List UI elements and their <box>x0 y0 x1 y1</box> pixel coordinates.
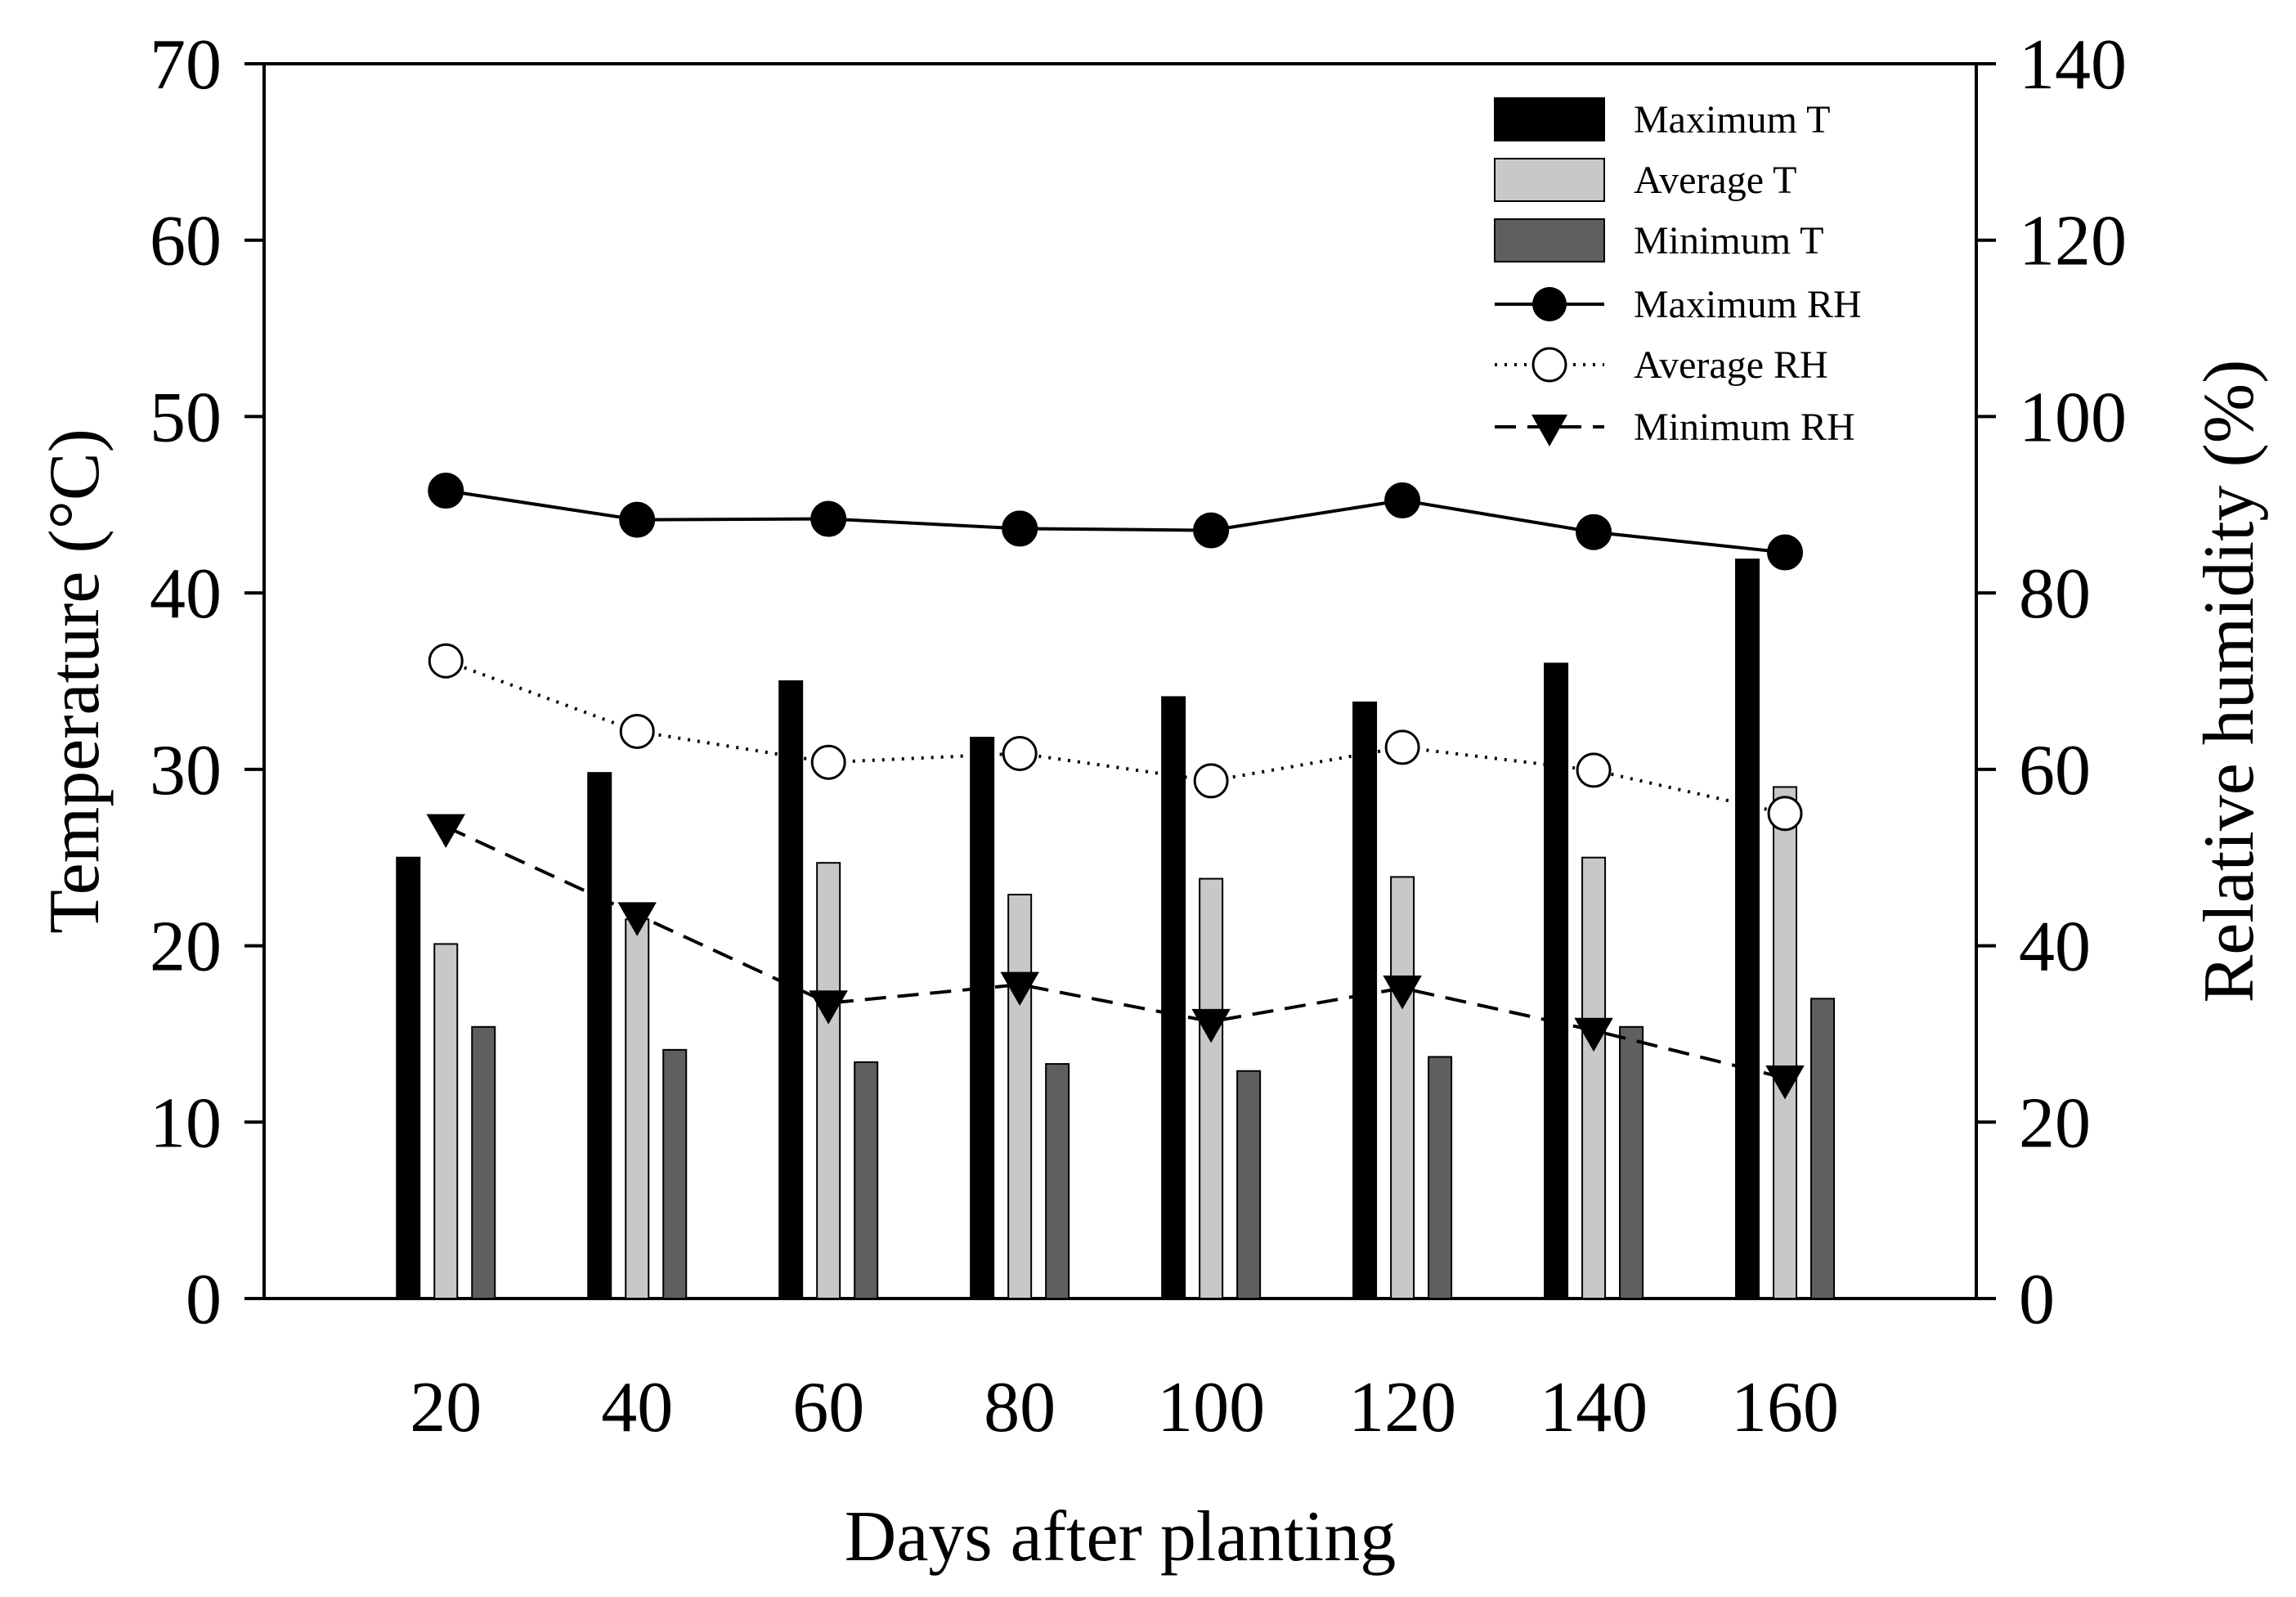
marker-minimum-rh-40 <box>617 902 657 936</box>
left-tick-label-60: 60 <box>150 202 222 281</box>
right-y-axis-ticks: 0 20 40 60 80 100 120 140 <box>1976 25 2127 1339</box>
bar-average-t-60 <box>816 862 841 1299</box>
marker-average-rh-140 <box>1576 752 1612 788</box>
marker-maximum-rh-160 <box>1767 534 1804 571</box>
legend: Maximum T Average T Minimum T Maximum RH Ave… <box>1494 97 1862 449</box>
marker-minimum-rh-60 <box>809 990 848 1025</box>
left-tick-label-10: 10 <box>150 1083 222 1163</box>
x-tick-label-60: 60 <box>792 1368 864 1447</box>
left-tick-label-30: 30 <box>150 731 222 810</box>
x-tick-label-80: 80 <box>984 1368 1056 1447</box>
x-tick-label-40: 40 <box>601 1368 673 1447</box>
right-tick-label-40: 40 <box>2019 908 2091 987</box>
x-axis-title: Days after planting <box>845 1497 1396 1577</box>
marker-average-rh-120 <box>1384 729 1420 765</box>
legend-label-average-t: Average T <box>1634 159 1796 202</box>
humidity-lines <box>445 489 1786 1080</box>
marker-maximum-rh-60 <box>810 500 847 537</box>
legend-label-average-rh: Average RH <box>1634 343 1828 387</box>
right-tick-label-80: 80 <box>2019 554 2091 634</box>
bar-average-t-100 <box>1199 877 1224 1299</box>
bar-average-t-120 <box>1390 876 1415 1299</box>
marker-maximum-rh-80 <box>1002 510 1038 547</box>
bar-average-t-160 <box>1773 786 1798 1299</box>
bar-maximum-t-80 <box>970 737 995 1299</box>
legend-swatch-average-t <box>1494 158 1605 202</box>
legend-swatch-minimum-t <box>1494 218 1605 262</box>
marker-minimum-rh-120 <box>1383 975 1422 1010</box>
marker-maximum-rh-20 <box>428 473 464 509</box>
x-tick-label-120: 120 <box>1348 1368 1456 1447</box>
bar-average-t-80 <box>1007 894 1033 1299</box>
x-axis-ticks: 20 40 60 80 100 120 140 160 <box>410 1279 1839 1447</box>
bar-minimum-t-160 <box>1810 998 1836 1300</box>
humidity-markers <box>426 473 1805 1100</box>
bar-minimum-t-140 <box>1619 1025 1644 1300</box>
marker-average-rh-80 <box>1002 735 1038 771</box>
plot-frame <box>262 62 1978 1300</box>
left-tick-label-50: 50 <box>150 378 222 457</box>
legend-label-maximum-t: Maximum T <box>1634 98 1830 141</box>
temperature-bars <box>396 559 1836 1300</box>
bar-maximum-t-160 <box>1735 559 1760 1299</box>
line-minimum-rh <box>445 825 1786 1080</box>
marker-minimum-rh-140 <box>1574 1017 1613 1052</box>
bar-maximum-t-140 <box>1544 662 1569 1299</box>
right-y-axis-title: Relative humidity (%) <box>2190 360 2269 1003</box>
bar-minimum-t-120 <box>1428 1056 1453 1299</box>
line-maximum-rh <box>445 489 1786 554</box>
legend-label-maximum-rh: Maximum RH <box>1634 283 1862 326</box>
left-y-axis-title: Temperature (°C) <box>35 428 114 934</box>
marker-maximum-rh-140 <box>1576 514 1612 550</box>
marker-minimum-rh-100 <box>1191 1008 1231 1043</box>
marker-maximum-rh-120 <box>1384 482 1421 518</box>
x-tick-label-160: 160 <box>1731 1368 1839 1447</box>
legend-label-minimum-rh: Minimum RH <box>1634 406 1855 449</box>
legend-marker-maximum-rh <box>1532 287 1567 321</box>
bar-minimum-t-60 <box>854 1061 879 1299</box>
right-tick-label-100: 100 <box>2019 378 2127 457</box>
bar-maximum-t-60 <box>778 680 804 1299</box>
bar-minimum-t-40 <box>662 1048 688 1300</box>
left-tick-label-0: 0 <box>186 1260 222 1339</box>
x-tick-label-100: 100 <box>1157 1368 1265 1447</box>
right-tick-label-140: 140 <box>2019 25 2127 105</box>
marker-average-rh-160 <box>1767 796 1803 832</box>
left-tick-label-20: 20 <box>150 908 222 987</box>
marker-maximum-rh-40 <box>619 501 656 538</box>
legend-marker-minimum-rh <box>1531 415 1567 446</box>
line-average-rh <box>445 659 1786 815</box>
legend-marker-average-rh <box>1531 347 1567 383</box>
marker-maximum-rh-100 <box>1193 512 1230 549</box>
marker-average-rh-40 <box>619 713 655 749</box>
bar-maximum-t-20 <box>396 856 421 1299</box>
legend-label-minimum-t: Minimum T <box>1634 219 1823 262</box>
bar-average-t-40 <box>625 918 650 1299</box>
bar-maximum-t-120 <box>1352 701 1378 1299</box>
bar-maximum-t-40 <box>587 772 612 1299</box>
right-tick-label-20: 20 <box>2019 1083 2091 1163</box>
bar-minimum-t-100 <box>1236 1070 1262 1299</box>
bar-minimum-t-20 <box>471 1025 496 1300</box>
legend-swatch-maximum-t <box>1494 97 1605 141</box>
bar-average-t-140 <box>1581 856 1607 1299</box>
x-tick-label-140: 140 <box>1540 1368 1648 1447</box>
marker-minimum-rh-20 <box>426 814 465 848</box>
left-tick-label-40: 40 <box>150 554 222 634</box>
left-tick-label-70: 70 <box>150 25 222 105</box>
marker-average-rh-100 <box>1193 763 1229 799</box>
marker-average-rh-20 <box>428 643 464 679</box>
right-tick-label-0: 0 <box>2019 1260 2055 1339</box>
right-tick-label-120: 120 <box>2019 202 2127 281</box>
marker-average-rh-60 <box>810 744 846 780</box>
bar-minimum-t-80 <box>1045 1063 1070 1299</box>
bar-maximum-t-100 <box>1161 696 1186 1299</box>
bar-average-t-20 <box>433 943 459 1300</box>
marker-minimum-rh-160 <box>1765 1065 1805 1100</box>
right-tick-label-60: 60 <box>2019 731 2091 810</box>
marker-minimum-rh-80 <box>1000 971 1039 1007</box>
left-y-axis-ticks: 0 10 20 30 40 50 60 70 <box>150 25 264 1339</box>
x-tick-label-20: 20 <box>410 1368 482 1447</box>
